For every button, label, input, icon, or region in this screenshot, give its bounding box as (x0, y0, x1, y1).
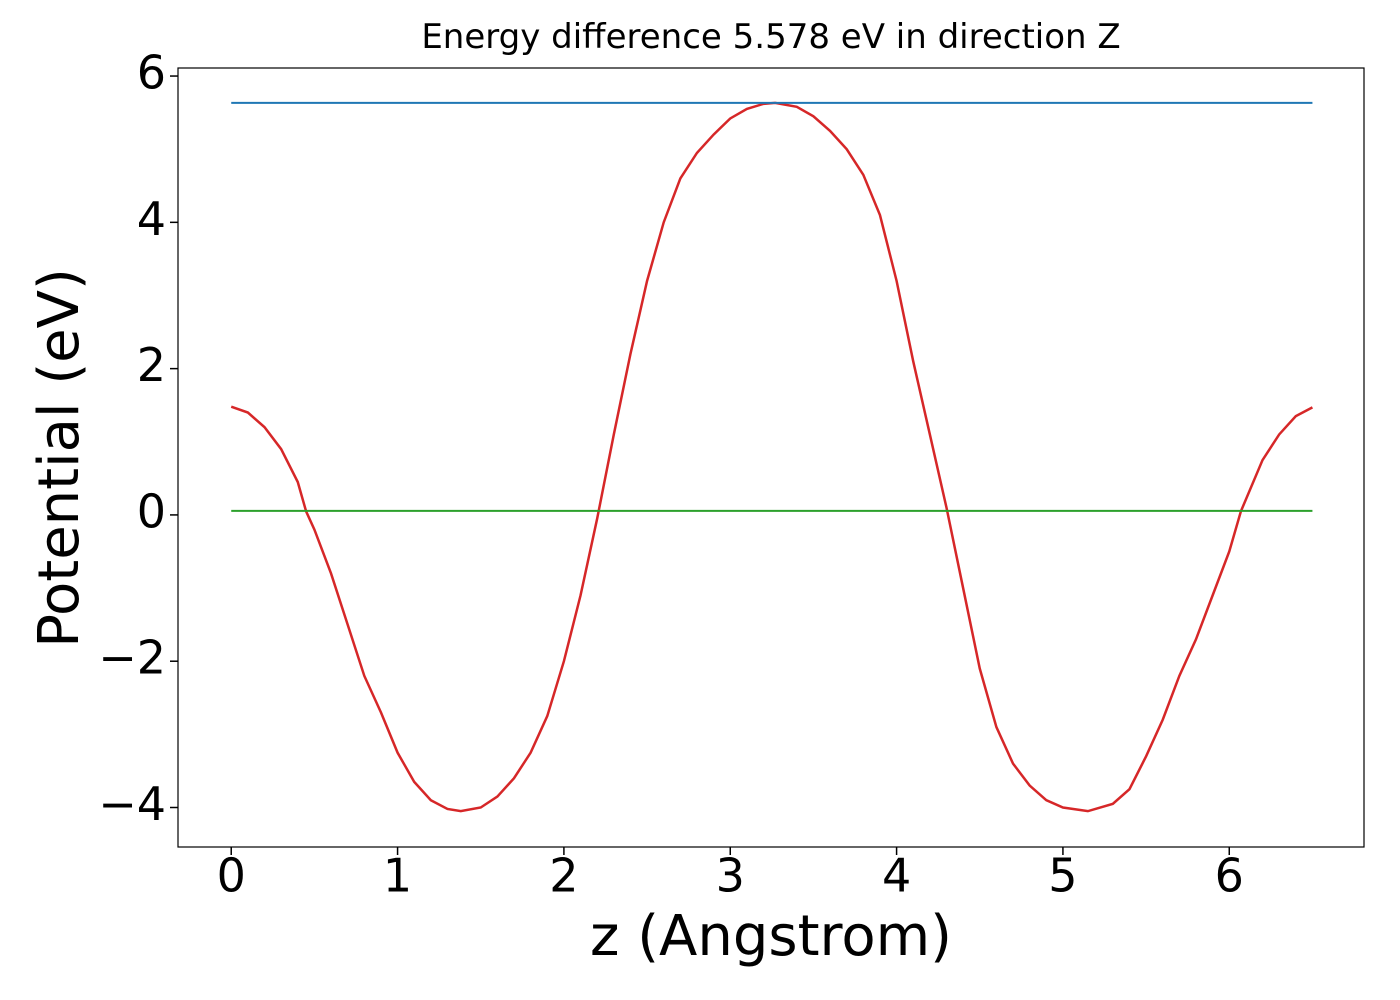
x-tick-label: 3 (716, 849, 745, 903)
y-axis-label: Potential (eV) (27, 268, 92, 648)
plot-frame (177, 67, 1365, 848)
y-tick-label: 0 (137, 484, 166, 538)
x-tick-label: 6 (1215, 849, 1244, 903)
x-axis-label: z (Angstrom) (590, 904, 952, 969)
x-tick-label: 5 (1048, 849, 1077, 903)
x-tick-label: 4 (882, 849, 911, 903)
x-tick-label: 0 (217, 849, 246, 903)
x-tick-label: 1 (383, 849, 412, 903)
y-tick-label: −2 (98, 631, 166, 685)
y-tick-label: 2 (137, 338, 166, 392)
line (230, 101, 1314, 813)
x-tick-label: 2 (549, 849, 578, 903)
y-tick-label: 4 (137, 192, 166, 246)
y-tick-label: −4 (98, 777, 166, 831)
chart-title: Energy difference 5.578 eV in direction … (421, 17, 1120, 57)
y-tick-label: 6 (137, 46, 166, 100)
